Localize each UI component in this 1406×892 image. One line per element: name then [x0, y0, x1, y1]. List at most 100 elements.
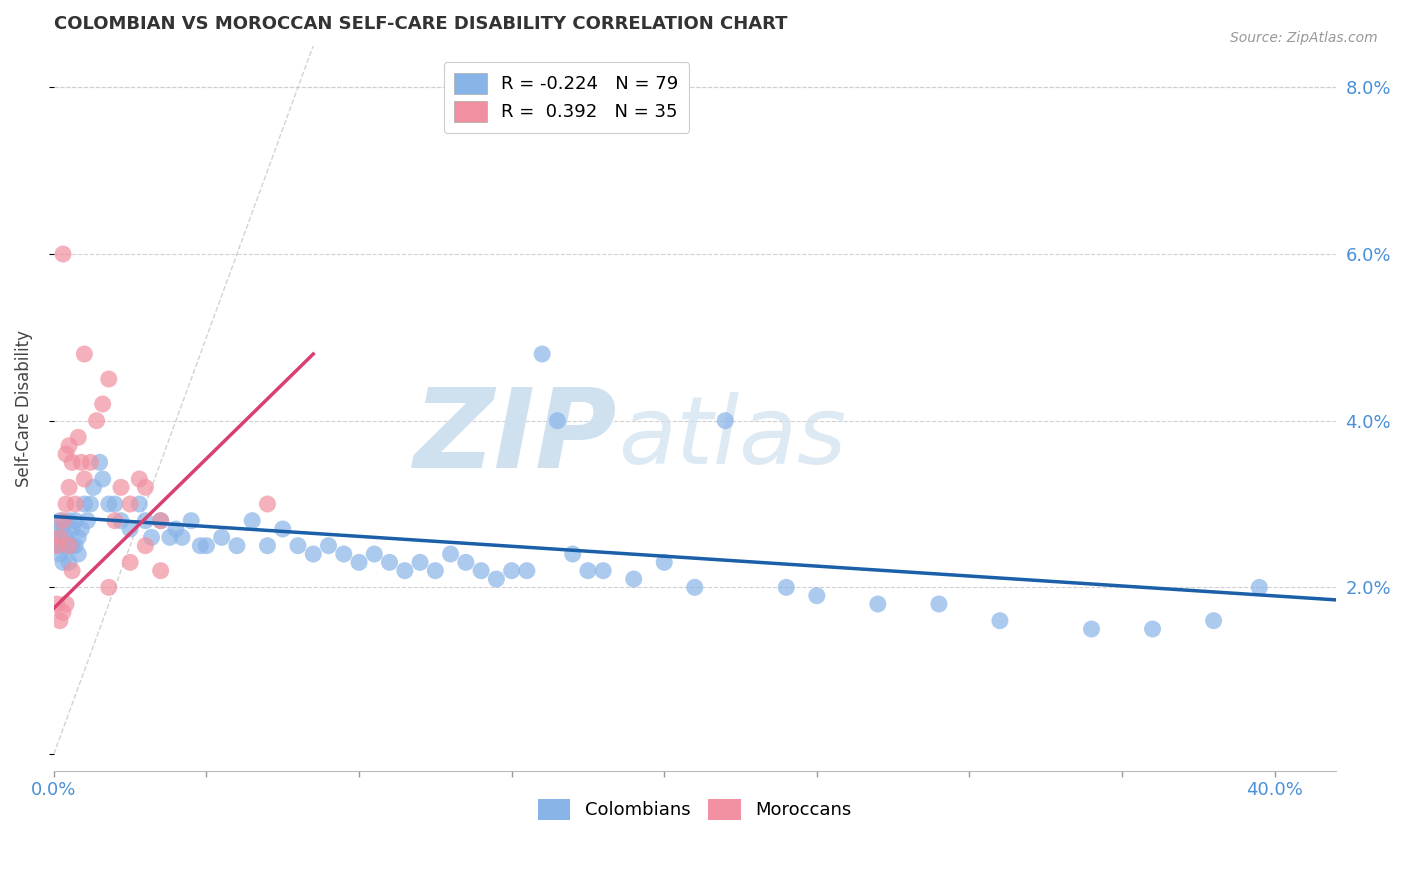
Point	[52, 247, 75, 261]
Point	[128, 497, 150, 511]
Point	[378, 555, 401, 569]
Point	[55, 447, 77, 461]
Point	[73, 347, 96, 361]
Point	[516, 564, 538, 578]
Point	[165, 522, 187, 536]
Text: atlas: atlas	[617, 392, 846, 483]
Text: COLOMBIAN VS MOROCCAN SELF-CARE DISABILITY CORRELATION CHART: COLOMBIAN VS MOROCCAN SELF-CARE DISABILI…	[53, 15, 787, 33]
Point	[149, 514, 172, 528]
Point	[55, 597, 77, 611]
Point	[104, 497, 127, 511]
Point	[91, 397, 114, 411]
Point	[180, 514, 202, 528]
Point	[67, 530, 90, 544]
Point	[195, 539, 218, 553]
Point	[347, 555, 370, 569]
Point	[60, 564, 83, 578]
Point	[652, 555, 675, 569]
Point	[775, 580, 797, 594]
Point	[49, 514, 72, 528]
Point	[52, 605, 75, 619]
Point	[134, 539, 156, 553]
Point	[67, 547, 90, 561]
Point	[1202, 614, 1225, 628]
Point	[149, 514, 172, 528]
Point	[683, 580, 706, 594]
Point	[866, 597, 889, 611]
Point	[63, 539, 86, 553]
Point	[271, 522, 294, 536]
Point	[454, 555, 477, 569]
Point	[120, 497, 142, 511]
Point	[561, 547, 583, 561]
Point	[363, 547, 385, 561]
Point	[67, 430, 90, 444]
Point	[52, 555, 75, 569]
Point	[240, 514, 263, 528]
Point	[592, 564, 614, 578]
Point	[988, 614, 1011, 628]
Point	[52, 522, 75, 536]
Point	[623, 572, 645, 586]
Point	[1080, 622, 1102, 636]
Point	[1249, 580, 1271, 594]
Point	[134, 480, 156, 494]
Text: ZIP: ZIP	[415, 384, 617, 491]
Point	[256, 539, 278, 553]
Legend: Colombians, Moroccans: Colombians, Moroccans	[530, 791, 859, 827]
Point	[714, 414, 737, 428]
Point	[576, 564, 599, 578]
Point	[55, 539, 77, 553]
Point	[55, 530, 77, 544]
Point	[546, 414, 568, 428]
Point	[470, 564, 492, 578]
Point	[45, 539, 67, 553]
Point	[1142, 622, 1164, 636]
Point	[134, 514, 156, 528]
Point	[83, 480, 105, 494]
Point	[110, 480, 132, 494]
Point	[188, 539, 211, 553]
Point	[97, 580, 120, 594]
Point	[226, 539, 249, 553]
Point	[287, 539, 309, 553]
Y-axis label: Self-Care Disability: Self-Care Disability	[15, 330, 32, 487]
Point	[60, 522, 83, 536]
Point	[256, 497, 278, 511]
Point	[318, 539, 340, 553]
Point	[439, 547, 461, 561]
Point	[159, 530, 181, 544]
Point	[409, 555, 432, 569]
Point	[89, 455, 111, 469]
Point	[79, 497, 101, 511]
Point	[73, 497, 96, 511]
Point	[49, 547, 72, 561]
Point	[49, 530, 72, 544]
Point	[73, 472, 96, 486]
Point	[45, 522, 67, 536]
Point	[58, 480, 80, 494]
Point	[149, 564, 172, 578]
Point	[485, 572, 508, 586]
Point	[806, 589, 828, 603]
Point	[79, 455, 101, 469]
Point	[52, 539, 75, 553]
Point	[58, 539, 80, 553]
Point	[60, 455, 83, 469]
Point	[501, 564, 523, 578]
Point	[302, 547, 325, 561]
Point	[55, 497, 77, 511]
Point	[58, 555, 80, 569]
Point	[91, 472, 114, 486]
Point	[97, 497, 120, 511]
Point	[58, 539, 80, 553]
Point	[86, 414, 108, 428]
Point	[120, 555, 142, 569]
Point	[58, 439, 80, 453]
Point	[70, 455, 93, 469]
Point	[394, 564, 416, 578]
Point	[63, 497, 86, 511]
Point	[63, 514, 86, 528]
Point	[211, 530, 233, 544]
Point	[70, 522, 93, 536]
